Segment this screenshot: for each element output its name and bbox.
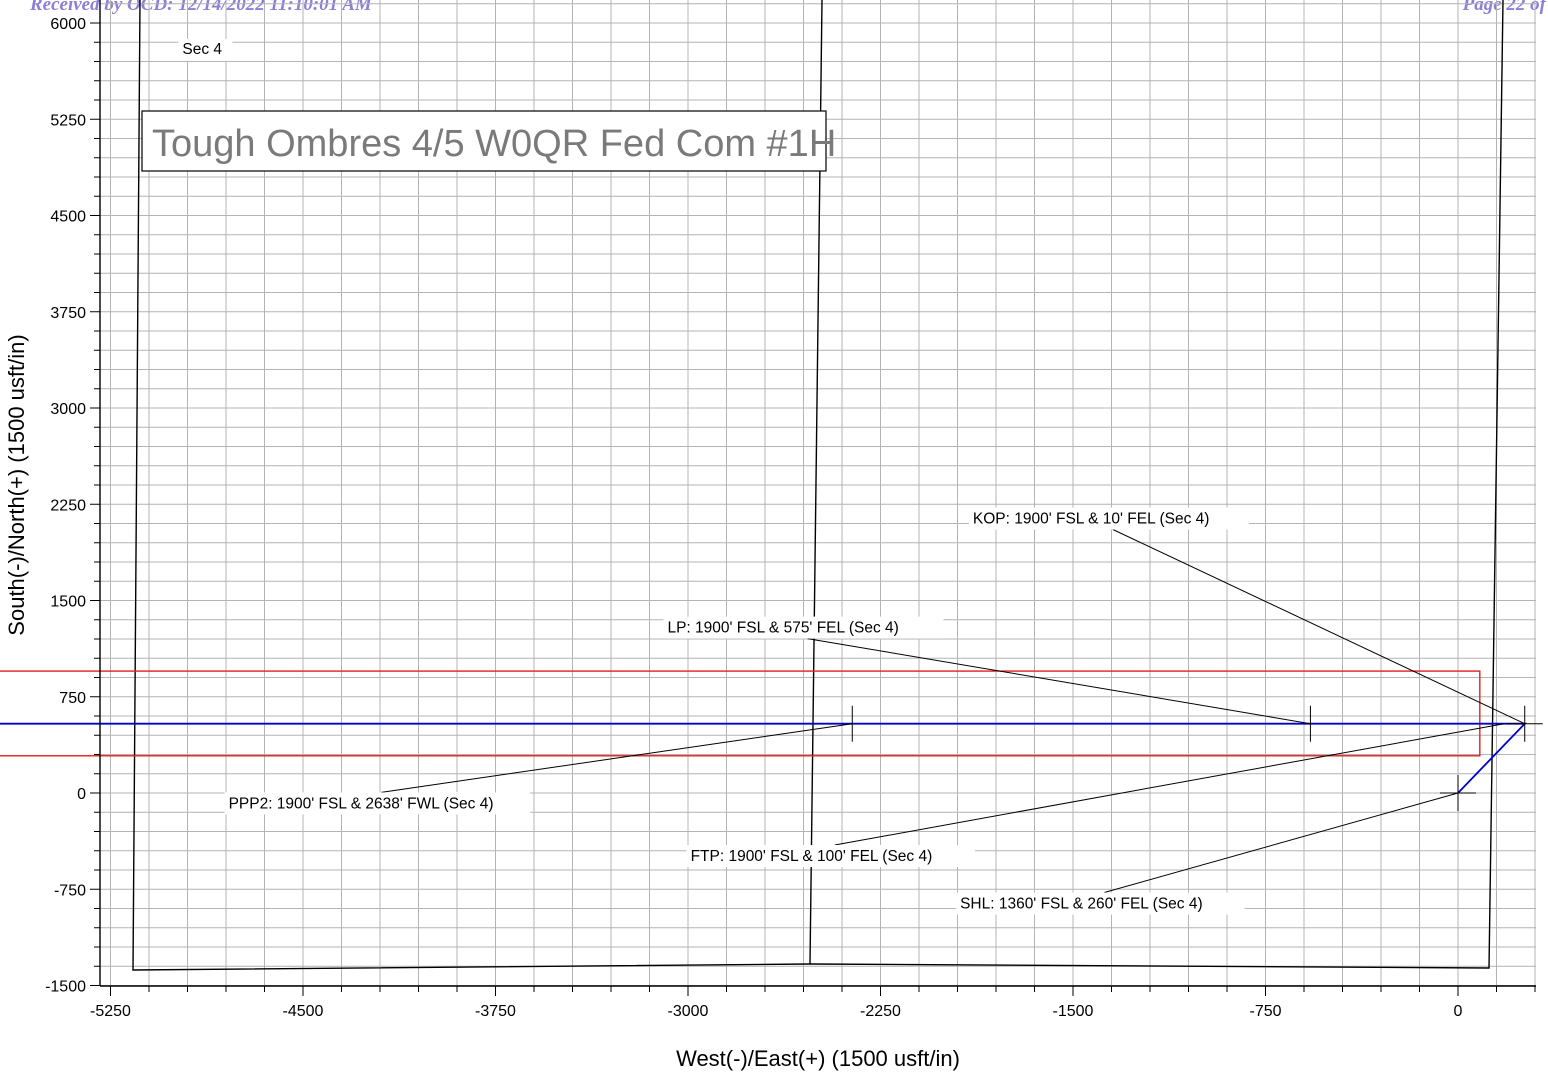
y-axis-title: South(-)/North(+) (1500 usft/in) (4, 334, 29, 635)
y-tick-label: 1500 (50, 594, 86, 611)
annotation-label: LP: 1900' FSL & 575' FEL (Sec 4) (667, 620, 898, 637)
section-label-bg (178, 38, 233, 61)
y-tick-label: 4500 (50, 209, 86, 226)
y-tick-label: 5250 (50, 112, 86, 129)
y-tick-label: 3750 (50, 305, 86, 322)
x-axis-title: West(-)/East(+) (1500 usft/in) (676, 1046, 960, 1071)
annotation-label: PPP2: 1900' FSL & 2638' FWL (Sec 4) (229, 795, 494, 812)
leader-line (1112, 529, 1525, 725)
x-tick-label: -2250 (860, 1003, 901, 1020)
chart-title: Tough Ombres 4/5 W0QR Fed Com #1H (152, 123, 836, 165)
annotation-bg (968, 507, 1249, 530)
chart-title-box (141, 110, 827, 172)
x-tick-label: -3000 (668, 1003, 709, 1020)
y-tick-label: -750 (54, 882, 86, 899)
y-tick-label: 2250 (50, 497, 86, 514)
trajectory-line (0, 722, 1527, 794)
annotation-label: FTP: 1900' FSL & 100' FEL (Sec 4) (691, 848, 933, 865)
x-tick-label: -1500 (1053, 1003, 1094, 1020)
annotation-bg (956, 892, 1245, 915)
leader-line (834, 723, 1505, 846)
annotation-label: KOP: 1900' FSL & 10' FEL (Sec 4) (973, 511, 1210, 528)
annotation-bg (686, 845, 976, 868)
annotation-label: SHL: 1360' FSL & 260' FEL (Sec 4) (960, 896, 1203, 913)
annotation-bg (663, 616, 944, 639)
x-tick-label: -3750 (475, 1003, 516, 1020)
annotation-bg (224, 792, 531, 815)
y-tick-label: 3000 (50, 401, 86, 418)
y-tick-label: 0 (77, 786, 86, 803)
axes: -10500-9750-9000-8250-7500-6750-6000-525… (45, 0, 1536, 1020)
x-tick-label: -750 (1249, 1003, 1281, 1020)
title-layer: Tough Ombres 4/5 W0QR Fed Com #1H (141, 110, 836, 172)
x-tick-label: -5250 (90, 1003, 131, 1020)
x-tick-label: -4500 (283, 1003, 324, 1020)
x-tick-label: 0 (1454, 1003, 1463, 1020)
y-tick-label: 750 (59, 690, 86, 707)
leader-line (807, 638, 1311, 725)
leader-line (1104, 792, 1459, 893)
hard-line-box-layer: Sec 5Sec 4 (0, 38, 1481, 757)
y-tick-label: 6000 (50, 16, 86, 33)
hard-line-box (0, 670, 1481, 757)
leader-line (381, 723, 853, 793)
section-label: Sec 4 (182, 41, 222, 58)
annotations: BHL: 1900' FSL & 2548' FEL (Sec 5)KOP: 1… (224, 507, 1525, 915)
y-tick-label: -1500 (45, 979, 86, 996)
